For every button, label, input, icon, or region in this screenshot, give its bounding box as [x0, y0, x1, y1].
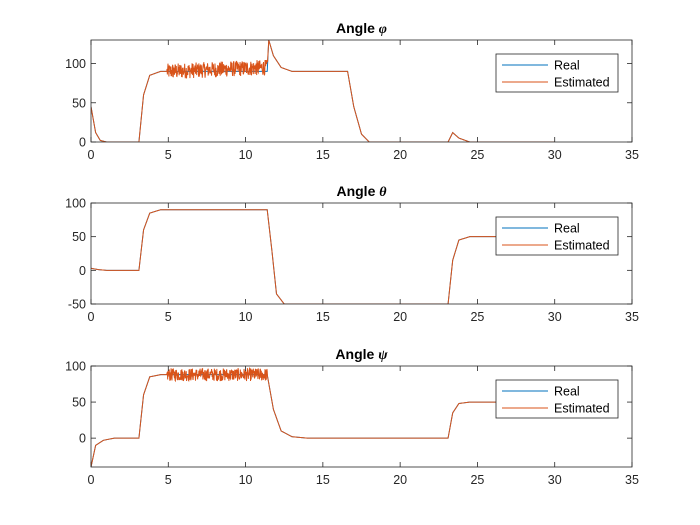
legend: Real Estimated	[495, 216, 619, 256]
x-tick-label: 25	[470, 148, 484, 162]
y-tick-label: 100	[65, 197, 86, 211]
y-tick-label: 50	[72, 230, 86, 244]
x-tick-label: 15	[316, 148, 330, 162]
x-tick-label: 20	[393, 148, 407, 162]
x-tick-label: 0	[88, 310, 95, 324]
subplot-title: Angle φ	[336, 20, 387, 37]
series-line-estimated	[91, 40, 555, 142]
subplot-title: Angle ψ	[335, 346, 388, 363]
y-tick-label: -50	[68, 298, 86, 312]
legend: Real Estimated	[495, 379, 619, 419]
x-tick-label: 35	[625, 473, 639, 487]
x-tick-label: 25	[470, 473, 484, 487]
x-tick-label: 30	[548, 473, 562, 487]
axes-frame	[90, 39, 633, 143]
x-tick-label: 10	[239, 473, 253, 487]
legend-label-real: Real	[554, 385, 580, 399]
legend-box	[495, 216, 619, 256]
series-line-estimated	[91, 209, 555, 304]
legend-box	[495, 379, 619, 419]
x-tick-label: 0	[88, 473, 95, 487]
legend: Real Estimated	[495, 53, 619, 93]
x-tick-label: 20	[393, 310, 407, 324]
x-tick-label: 15	[316, 473, 330, 487]
series-group	[91, 367, 555, 467]
legend-label-estimated: Estimated	[554, 76, 610, 90]
y-tick-label: 0	[79, 264, 86, 278]
subplot-1: 0 5 10 15 20 25 30 35 0 50 100 Angle φ Real Estimated	[65, 20, 639, 162]
subplot-3: 0 5 10 15 20 25 30 35 0 50 100 Angle ψ Real Estimated	[65, 346, 639, 487]
y-tick-label: 100	[65, 360, 86, 374]
x-tick-label: 30	[548, 148, 562, 162]
x-tick-label: 5	[165, 473, 172, 487]
x-tick-label: 15	[316, 310, 330, 324]
legend-label-estimated: Estimated	[554, 239, 610, 253]
x-tick-label: 10	[239, 148, 253, 162]
axes-frame	[90, 365, 633, 468]
x-tick-label: 5	[165, 310, 172, 324]
y-tick-label: 50	[72, 96, 86, 110]
legend-label-estimated: Estimated	[554, 402, 610, 416]
legend-label-real: Real	[554, 222, 580, 236]
series-group	[91, 209, 555, 304]
y-tick-label: 0	[79, 432, 86, 446]
subplot-title: Angle θ	[336, 183, 387, 200]
x-tick-label: 0	[88, 148, 95, 162]
x-tick-label: 20	[393, 473, 407, 487]
x-tick-label: 35	[625, 148, 639, 162]
y-tick-label: 100	[65, 57, 86, 71]
legend-box	[495, 53, 619, 93]
x-tick-label: 35	[625, 310, 639, 324]
y-tick-label: 0	[79, 136, 86, 150]
x-tick-label: 25	[470, 310, 484, 324]
axes-frame	[90, 202, 633, 305]
series-group	[91, 40, 555, 142]
y-tick-label: 50	[72, 396, 86, 410]
x-tick-label: 30	[548, 310, 562, 324]
x-tick-label: 5	[165, 148, 172, 162]
legend-label-real: Real	[554, 59, 580, 73]
x-tick-label: 10	[239, 310, 253, 324]
series-line-estimated	[91, 367, 555, 467]
